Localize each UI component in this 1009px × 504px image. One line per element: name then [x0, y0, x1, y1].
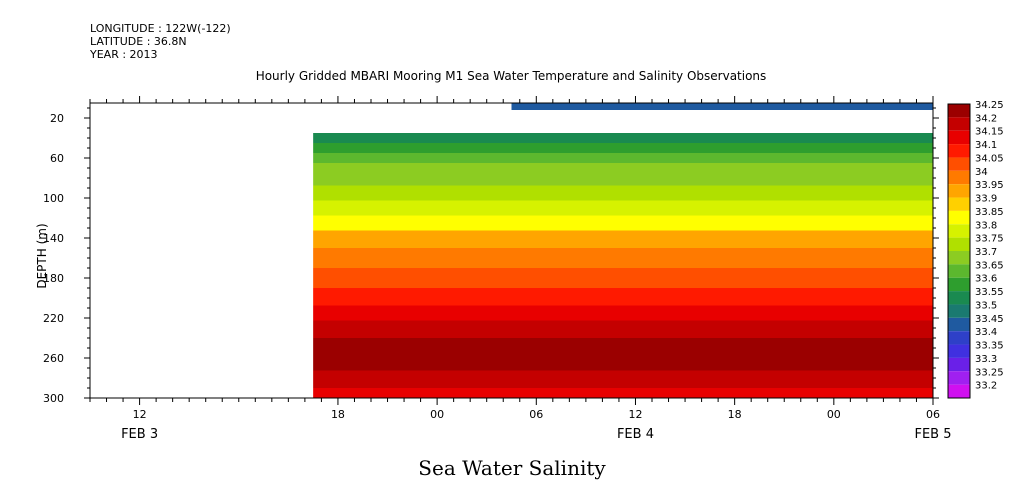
y-tick-label: 60	[50, 152, 64, 165]
x-tick-label: 12	[133, 408, 147, 421]
salinity-band	[313, 200, 933, 216]
legend-swatch	[948, 331, 970, 345]
legend-frame	[947, 103, 971, 399]
legend-label: 33.2	[975, 381, 997, 392]
salinity-band	[313, 370, 933, 388]
legend-swatch	[948, 237, 970, 251]
latitude-label: LATITUDE : 36.8N	[90, 35, 187, 48]
salinity-band	[313, 288, 933, 306]
legend-swatch	[948, 357, 970, 372]
salinity-band	[313, 173, 933, 186]
year-label: YEAR : 2013	[90, 48, 158, 61]
y-tick-label: 20	[50, 112, 64, 125]
salinity-band	[313, 305, 933, 321]
y-tick-label: 100	[43, 192, 64, 205]
plot-area	[313, 103, 933, 398]
legend-swatch	[948, 264, 970, 278]
legend-label: 33.35	[975, 341, 1004, 352]
legend-label: 33.45	[975, 314, 1004, 325]
legend-label: 33.6	[975, 274, 997, 285]
y-tick-label: 260	[43, 352, 64, 365]
chart-subtitle: Sea Water Salinity	[418, 456, 606, 480]
x-tick-label: 00	[827, 408, 841, 421]
legend-label: 34	[975, 167, 988, 178]
legend-label: 33.3	[975, 354, 997, 365]
legend-label: 33.55	[975, 287, 1004, 298]
legend-swatch	[948, 184, 970, 198]
legend-label: 34.2	[975, 113, 997, 124]
legend-swatch	[948, 130, 970, 145]
x-tick-label: 18	[728, 408, 742, 421]
legend-label: 34.15	[975, 127, 1004, 138]
legend-swatch	[948, 104, 970, 118]
salinity-band	[313, 230, 933, 248]
legend-label: 33.25	[975, 367, 1004, 378]
legend-swatch	[948, 157, 970, 171]
legend-swatch	[948, 277, 970, 292]
salinity-band	[313, 355, 933, 371]
chart-title: Hourly Gridded MBARI Mooring M1 Sea Wate…	[256, 69, 767, 83]
legend-label: 33.4	[975, 327, 997, 338]
salinity-band	[313, 185, 933, 201]
legend-label: 33.8	[975, 220, 997, 231]
legend-swatch	[948, 291, 970, 305]
legend-swatch	[948, 344, 970, 358]
salinity-band	[313, 248, 933, 268]
y-tick-label: 300	[43, 392, 64, 405]
y-tick-label: 140	[43, 232, 64, 245]
y-tick-label: 180	[43, 272, 64, 285]
legend-label: 33.9	[975, 194, 997, 205]
legend-swatch	[948, 251, 970, 265]
date-label: FEB 4	[617, 427, 654, 442]
salinity-band	[313, 338, 933, 356]
salinity-band	[313, 133, 933, 143]
legend-swatch	[948, 224, 970, 238]
legend-label: 34.05	[975, 153, 1004, 164]
legend-label: 33.85	[975, 207, 1004, 218]
legend-label: 34.25	[975, 100, 1004, 111]
salinity-band	[313, 388, 933, 398]
x-tick-label: 12	[628, 408, 642, 421]
legend-label: 33.95	[975, 180, 1004, 191]
legend-label: 33.7	[975, 247, 997, 258]
legend-swatch	[948, 197, 970, 211]
salinity-band	[313, 320, 933, 338]
surface-salinity-bar	[511, 103, 933, 110]
salinity-band	[313, 163, 933, 173]
legend-swatch	[948, 170, 970, 185]
metadata-block: LONGITUDE : 122W(-122) LATITUDE : 36.8N …	[90, 22, 231, 61]
date-label: FEB 3	[121, 427, 158, 442]
x-tick-label: 18	[331, 408, 345, 421]
x-tick-label: 06	[926, 408, 940, 421]
legend-swatch	[948, 317, 970, 332]
legend-swatch	[948, 384, 970, 398]
legend-label: 34.1	[975, 140, 997, 151]
plot-frame	[89, 102, 934, 399]
salinity-band	[313, 143, 933, 153]
salinity-band	[313, 215, 933, 231]
x-tick-label: 00	[430, 408, 444, 421]
longitude-label: LONGITUDE : 122W(-122)	[90, 22, 231, 35]
salinity-band	[313, 153, 933, 163]
y-tick-label: 220	[43, 312, 64, 325]
date-label: FEB 5	[914, 427, 951, 442]
y-axis-title: DEPTH (m)	[35, 223, 49, 288]
salinity-band	[313, 268, 933, 288]
legend-label: 33.65	[975, 260, 1004, 271]
legend-label: 33.75	[975, 234, 1004, 245]
legend-swatch	[948, 304, 970, 318]
legend-swatch	[948, 117, 970, 131]
legend-label: 33.5	[975, 300, 997, 311]
legend-swatch	[948, 371, 970, 385]
x-tick-label: 06	[529, 408, 543, 421]
color-legend: 34.25 34.2 34.15 34.1 34.05 34 33.95 33.9 33.85 3…	[947, 100, 1004, 399]
legend-swatch	[948, 210, 970, 225]
legend-swatch	[948, 144, 970, 158]
